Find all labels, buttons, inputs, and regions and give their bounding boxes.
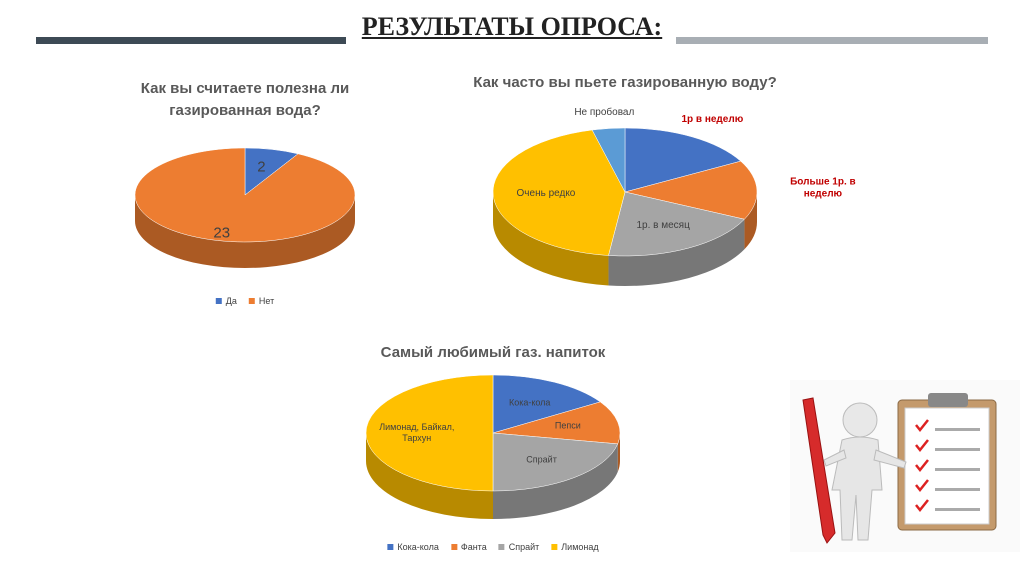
pie-slice [608,191,745,257]
legend-swatch [387,544,394,550]
chart-title: Как вы считаете полезна ли газированная … [140,80,350,119]
legend-label: Спрайт [508,542,540,552]
slice-label: Лимонад, Байкал, Тархун [379,421,455,443]
legend-item: Спрайт [498,542,540,552]
legend-item: Нет [248,296,275,306]
slice-label: Не пробовал [574,106,635,118]
pie-slice [134,147,356,243]
slice-label: Кока-кола [508,396,551,407]
legend-label: Кока-кола [397,542,439,552]
slide-title: РЕЗУЛЬТАТЫ ОПРОСА: [361,12,663,41]
pie-side [135,195,355,268]
legend-label: Фанта [460,542,487,552]
clipart [790,380,1020,552]
pie-side [493,192,609,286]
slice-label: 23 [213,224,231,242]
title-bar-right [676,37,988,44]
pie-slice [492,432,619,492]
legend-swatch [248,298,255,304]
pie-slice [492,374,601,434]
pie-slice [492,401,621,445]
slice-label: Очень редко [516,188,576,200]
legend-swatch [551,544,558,550]
pie-slice [624,127,742,193]
title-bar-left [36,37,346,44]
chart-title: Самый любимый газ. напиток [380,344,606,361]
slice-label: Спрайт [526,454,557,465]
pie-side [493,443,618,519]
slice-label: 1р в неделю [681,114,744,126]
legend-label: Да [225,296,237,306]
legend: Кока-кола Фанта Спрайт Лимонад [387,542,599,552]
legend-item: Кока-кола [387,542,439,552]
pie-side [366,433,493,519]
slice-label: Больше 1р. в неделю [790,176,856,200]
slice-label: 2 [257,158,266,176]
legend-item: Да [215,296,237,306]
pie-slice [624,160,758,220]
pie-slice [492,129,626,256]
slice-label: Пепси [554,420,581,431]
chart-title: Как часто вы пьете газированную воду? [473,74,777,91]
legend-item: Лимонад [551,542,599,552]
legend: Да Нет [215,296,275,306]
pie-slice [591,127,626,193]
pie-slice [365,374,494,492]
legend-swatch [450,544,457,550]
legend-label: Лимонад [561,542,599,552]
legend-swatch [215,298,222,304]
legend-item: Фанта [450,542,487,552]
slice-label: 1р. в месяц [636,219,690,231]
legend-swatch [498,544,505,550]
pie-side [608,219,745,286]
legend-label: Нет [258,296,275,306]
